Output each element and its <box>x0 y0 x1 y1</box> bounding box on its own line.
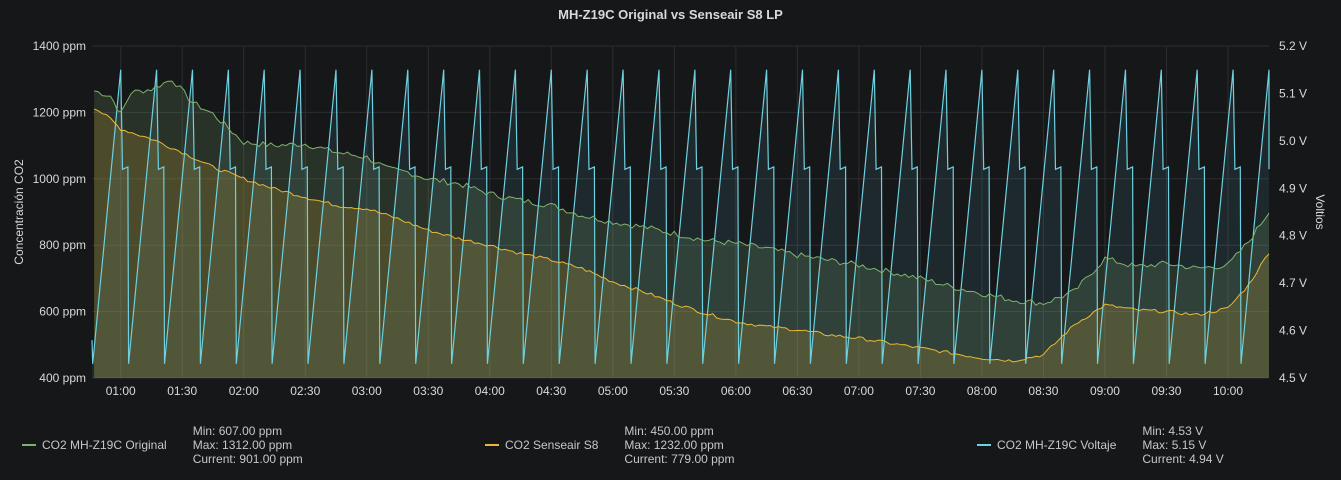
legend-swatch <box>22 444 36 446</box>
legend-item-voltage[interactable]: CO2 MH-Z19C Voltaje Min: 4.53 V Max: 5.1… <box>977 410 1224 480</box>
y-tick-label-left: 800 ppm <box>39 238 86 252</box>
legend-label: CO2 Senseair S8 <box>505 438 599 452</box>
legend-current: Current: 901.00 ppm <box>192 452 303 466</box>
x-tick-label: 10:00 <box>1213 384 1243 398</box>
y-tick-label-left: 1400 ppm <box>33 39 86 53</box>
y-tick-label-right: 4.7 V <box>1279 276 1307 290</box>
x-tick-label: 07:00 <box>844 384 874 398</box>
y-tick-label-right: 5.0 V <box>1279 134 1307 148</box>
grid <box>92 45 1269 379</box>
x-tick-label: 09:30 <box>1151 384 1181 398</box>
legend-min: Min: 607.00 ppm <box>192 424 283 438</box>
legend-item-mhz19c[interactable]: CO2 MH-Z19C Original Min: 607.00 ppm Max… <box>22 410 303 480</box>
legend-item-senseair[interactable]: CO2 Senseair S8 Min: 450.00 ppm Max: 123… <box>485 410 734 480</box>
y-axis-title-left: Concentración CO2 <box>12 159 26 265</box>
x-tick-label: 05:30 <box>659 384 689 398</box>
legend-current: Current: 779.00 ppm <box>624 452 735 466</box>
x-tick-label: 03:30 <box>413 384 443 398</box>
x-tick-label: 08:30 <box>1028 384 1058 398</box>
x-tick-label: 01:00 <box>106 384 136 398</box>
x-tick-label: 05:00 <box>598 384 628 398</box>
chart-title: MH-Z19C Original vs Senseair S8 LP <box>558 7 783 22</box>
chart-panel: MH-Z19C Original vs Senseair S8 LP 400 p… <box>12 7 1327 466</box>
axes: 400 ppm 600 ppm 800 ppm 1000 ppm 1200 ppm 140… <box>12 39 1327 398</box>
x-tick-label: 04:30 <box>536 384 566 398</box>
x-tick-label: 02:00 <box>229 384 259 398</box>
chart-svg: 400 ppm 600 ppm 800 ppm 1000 ppm 1200 ppm 140… <box>12 39 1327 398</box>
y-axis-title-right: Voltios <box>1313 194 1327 229</box>
legend-max: Max: 5.15 V <box>1142 438 1207 452</box>
voltage-line <box>91 69 1270 364</box>
legend-label: CO2 MH-Z19C Voltaje <box>997 438 1117 452</box>
y-tick-label-left: 1000 ppm <box>33 172 86 186</box>
legend-current: Current: 4.94 V <box>1142 452 1224 466</box>
y-tick-label-right: 4.9 V <box>1279 181 1307 195</box>
x-tick-label: 06:30 <box>782 384 812 398</box>
legend-min: Min: 450.00 ppm <box>624 424 714 438</box>
y-tick-label-left: 1200 ppm <box>33 105 86 119</box>
x-tick-label: 06:00 <box>721 384 751 398</box>
x-tick-label: 09:00 <box>1090 384 1120 398</box>
x-tick-label: 01:30 <box>167 384 197 398</box>
series-lines <box>91 69 1270 364</box>
y-tick-label-right: 4.8 V <box>1279 229 1307 243</box>
mhz19c-fill <box>94 81 1270 378</box>
y-tick-label-left: 600 ppm <box>39 305 86 319</box>
y-tick-label-left: 400 ppm <box>39 371 86 385</box>
x-tick-label: 03:00 <box>352 384 382 398</box>
senseair-line <box>93 108 1270 363</box>
legend-swatch <box>485 444 499 446</box>
y-tick-label-right: 4.6 V <box>1279 324 1307 338</box>
mhz19c-line <box>94 80 1270 306</box>
x-tick-label: 08:00 <box>967 384 997 398</box>
legend-min: Min: 4.53 V <box>1142 424 1204 438</box>
x-tick-label: 07:30 <box>905 384 935 398</box>
senseair-fill <box>94 108 1270 379</box>
legend-swatch <box>977 444 991 446</box>
y-tick-label-right: 4.5 V <box>1279 371 1307 385</box>
legend-max: Max: 1232.00 ppm <box>624 438 724 452</box>
y-tick-label-right: 5.2 V <box>1279 39 1307 53</box>
x-tick-label: 04:00 <box>475 384 505 398</box>
legend-max: Max: 1312.00 ppm <box>192 438 293 452</box>
y-tick-label-right: 5.1 V <box>1279 86 1307 100</box>
x-tick-label: 02:30 <box>290 384 320 398</box>
legend-label: CO2 MH-Z19C Original <box>42 438 167 452</box>
